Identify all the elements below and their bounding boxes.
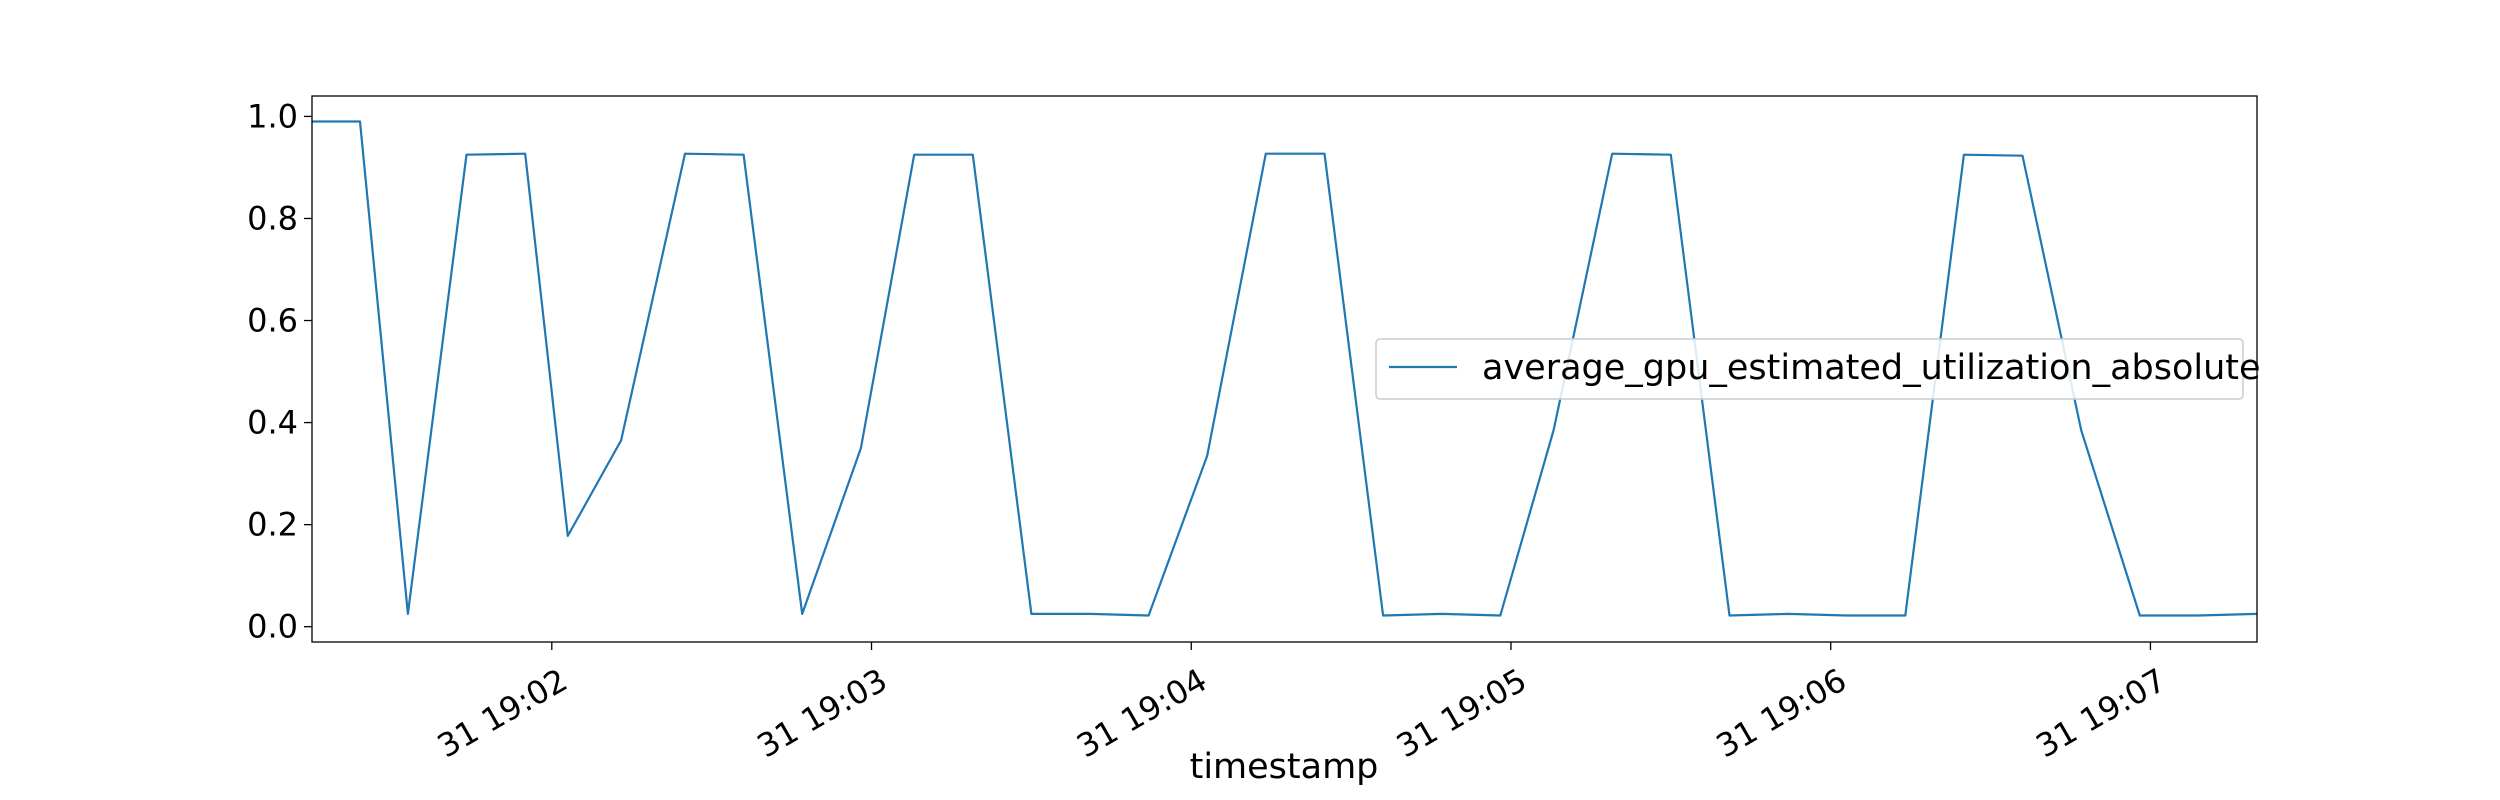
series-line [312, 120, 2258, 617]
y-tick-label: 0.2 [247, 506, 298, 544]
y-tick-label: 0.4 [247, 404, 298, 442]
x-tick-label: 31 19:05 [1390, 661, 1533, 765]
x-tick-label: 31 19:07 [2029, 661, 2172, 765]
y-tick-label: 1.0 [247, 97, 298, 135]
x-tick-label: 31 19:06 [1710, 661, 1853, 765]
legend: average_gpu_estimated_utilization_absolu… [1375, 338, 2261, 400]
y-axis: 0.0 0.2 0.4 0.6 0.8 1.0 [247, 97, 312, 646]
x-tick-label: 31 19:03 [751, 661, 894, 765]
legend-box [1375, 338, 2244, 400]
x-tick-label: 31 19:02 [431, 661, 574, 765]
plot-frame [311, 95, 2258, 643]
y-tick-label: 0.6 [247, 302, 298, 340]
y-tick-label: 0.8 [247, 199, 298, 237]
x-axis-label: timestamp [1190, 747, 1379, 787]
legend-label: average_gpu_estimated_utilization_absolu… [1482, 348, 2261, 388]
y-tick-label: 0.0 [247, 608, 298, 646]
